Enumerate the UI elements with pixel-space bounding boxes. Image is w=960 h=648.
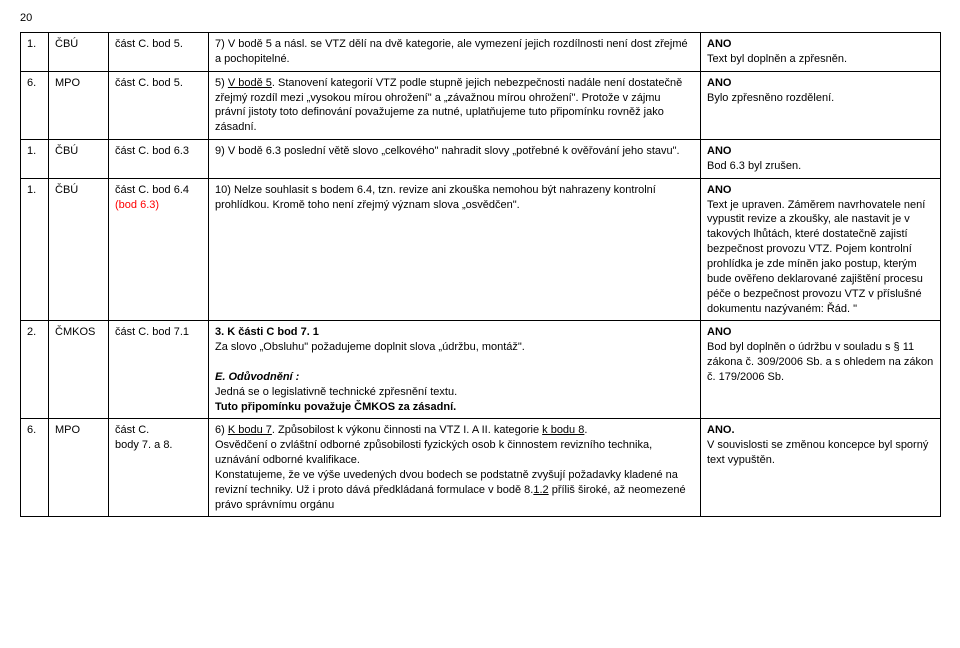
cell-ref: část C. bod 5.	[109, 33, 209, 72]
cell-resolution: ANO Bylo zpřesněno rozdělení.	[701, 71, 941, 139]
text-span: body 7. a 8.	[115, 439, 173, 451]
text-span: ANO	[707, 77, 731, 89]
cell-num: 1.	[21, 178, 49, 321]
cell-resolution: ANO Bod 6.3 byl zrušen.	[701, 140, 941, 179]
cell-text: 3. K části C bod 7. 1 Za slovo „Obsluhu" …	[209, 321, 701, 419]
text-span: . Stanovení kategorií VTZ podle stupně j…	[215, 77, 682, 134]
cell-num: 1.	[21, 33, 49, 72]
text-span: Text byl doplněn a zpřesněn.	[707, 53, 847, 65]
cell-num: 2.	[21, 321, 49, 419]
text-span: 7) V bodě 5 a násl. se VTZ dělí na dvě k…	[215, 38, 688, 65]
text-span: Bod byl doplněn o údržbu v souladu s § 1…	[707, 341, 933, 383]
table-row: 1.ČBÚ část C. bod 5. 7) V bodě 5 a násl. s…	[21, 33, 941, 72]
table-row: 1.ČBÚčást C. bod 6.4 (bod 6.3)10) Nelze …	[21, 178, 941, 321]
cell-num: 6.	[21, 419, 49, 517]
text-span: K bodu 7	[228, 424, 272, 436]
text-span: Text je upraven. Záměrem navrhovatele ne…	[707, 199, 925, 315]
text-span: 6)	[215, 424, 228, 436]
text-span: ANO	[707, 145, 731, 157]
text-span: Osvědčení o zvláštní odborné způsobilost…	[215, 439, 652, 466]
cell-resolution: ANO. V souvislosti se změnou koncepce byl…	[701, 419, 941, 517]
cell-org: MPO	[49, 71, 109, 139]
cell-ref: část C. bod 5.	[109, 71, 209, 139]
text-span: (bod 6.3)	[115, 199, 159, 211]
text-span: 10) Nelze souhlasit s bodem 6.4, tzn. re…	[215, 184, 656, 211]
cell-org: ČBÚ	[49, 33, 109, 72]
text-span: Tuto připomínku považuje ČMKOS za zásadn…	[215, 401, 456, 413]
text-span: Bylo zpřesněno rozdělení.	[707, 92, 834, 104]
cell-resolution: ANO Text je upraven. Záměrem navrhovatele…	[701, 178, 941, 321]
text-span: 5)	[215, 77, 228, 89]
text-span: část C. bod 7.1	[115, 326, 189, 338]
text-span: část C. bod 5.	[115, 77, 183, 89]
text-span: E. Odůvodnění :	[215, 371, 299, 383]
cell-org: MPO	[49, 419, 109, 517]
text-span: .	[584, 424, 587, 436]
cell-ref: část C. bod 6.4 (bod 6.3)	[109, 178, 209, 321]
cell-resolution: ANO Text byl doplněn a zpřesněn.	[701, 33, 941, 72]
text-span: k bodu 8	[542, 424, 584, 436]
cell-num: 6.	[21, 71, 49, 139]
text-span: ANO	[707, 184, 731, 196]
cell-text: 7) V bodě 5 a násl. se VTZ dělí na dvě k…	[209, 33, 701, 72]
text-span: část C. bod 6.4	[115, 184, 189, 196]
text-span: část C.	[115, 424, 149, 436]
text-span: ANO	[707, 326, 731, 338]
cell-text: 6) K bodu 7. Způsobilost k výkonu činnos…	[209, 419, 701, 517]
text-span: Bod 6.3 byl zrušen.	[707, 160, 801, 172]
cell-org: ČMKOS	[49, 321, 109, 419]
text-span: Jedná se o legislativně technické zpřesn…	[215, 386, 457, 398]
text-span: V bodě 5	[228, 77, 272, 89]
cell-text: 5) V bodě 5. Stanovení kategorií VTZ pod…	[209, 71, 701, 139]
text-span: 1.2	[533, 484, 548, 496]
text-span: ANO.	[707, 424, 735, 436]
main-table: 1.ČBÚčást C. bod 5.7) V bodě 5 a násl. s…	[20, 32, 941, 517]
cell-num: 1.	[21, 140, 49, 179]
cell-org: ČBÚ	[49, 178, 109, 321]
text-span: V souvislosti se změnou koncepce byl spo…	[707, 439, 928, 466]
cell-text: 9) V bodě 6.3 poslední větě slovo „celko…	[209, 140, 701, 179]
text-span: 3. K části C bod 7. 1	[215, 326, 319, 338]
text-span: Za slovo „Obsluhu" požadujeme doplnit sl…	[215, 341, 525, 353]
table-row: 6.MPO část C. body 7. a 8. 6) K bodu 7. Způ…	[21, 419, 941, 517]
cell-text: 10) Nelze souhlasit s bodem 6.4, tzn. re…	[209, 178, 701, 321]
cell-ref: část C. body 7. a 8.	[109, 419, 209, 517]
page-number: 20	[20, 12, 940, 24]
cell-ref: část C. bod 6.3	[109, 140, 209, 179]
cell-ref: část C. bod 7.1	[109, 321, 209, 419]
cell-org: ČBÚ	[49, 140, 109, 179]
text-span: část C. bod 6.3	[115, 145, 189, 157]
text-span: . Způsobilost k výkonu činnosti na VTZ I…	[272, 424, 542, 436]
cell-resolution: ANO Bod byl doplněn o údržbu v souladu s …	[701, 321, 941, 419]
text-span: ANO	[707, 38, 731, 50]
table-row: 2.ČMKOS část C. bod 7.1 3. K části C bod 7…	[21, 321, 941, 419]
table-row: 6.MPO část C. bod 5. 5) V bodě 5. Stanoven…	[21, 71, 941, 139]
text-span: část C. bod 5.	[115, 38, 183, 50]
text-span: 9) V bodě 6.3 poslední větě slovo „celko…	[215, 145, 680, 157]
table-row: 1.ČBÚ část C. bod 6.3 9) V bodě 6.3 posled…	[21, 140, 941, 179]
